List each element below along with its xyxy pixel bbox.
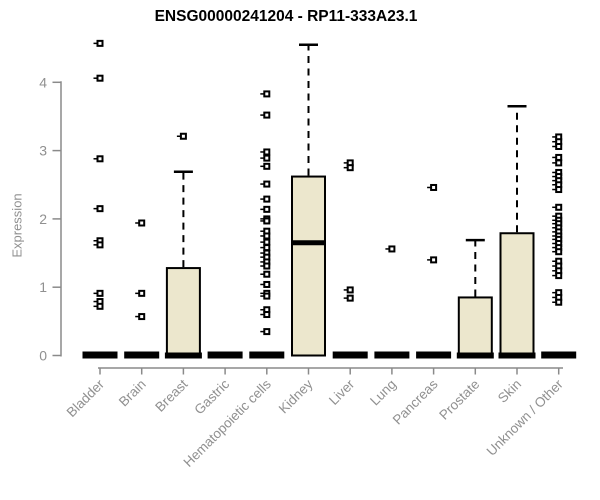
y-tick-label: 4	[39, 74, 47, 90]
outlier-point	[263, 90, 271, 98]
outlier-point	[388, 245, 396, 253]
outlier-point	[138, 219, 146, 227]
outlier-point	[263, 111, 271, 119]
category-label: Prostate	[436, 377, 482, 423]
outlier-point	[555, 153, 563, 161]
zero-bar	[124, 351, 160, 359]
zero-bar	[416, 351, 452, 359]
y-tick-label: 2	[39, 211, 47, 227]
outlier-point	[138, 313, 146, 321]
outlier-point	[96, 155, 104, 163]
y-tick-label: 0	[39, 348, 47, 364]
outlier-point	[555, 272, 563, 280]
zero-bar	[374, 351, 410, 359]
zero-bar	[207, 351, 243, 359]
outlier-point	[263, 270, 271, 278]
chart-title: ENSG00000241204 - RP11-333A23.1	[154, 8, 418, 25]
outlier-point	[96, 241, 104, 249]
zero-bar	[541, 351, 577, 359]
outlier-point	[555, 143, 563, 151]
box	[165, 267, 201, 357]
category-label: Kidney	[276, 376, 316, 416]
outlier-point	[96, 289, 104, 297]
outlier-point	[263, 195, 271, 203]
outlier-point	[263, 238, 271, 246]
outlier-point	[346, 286, 354, 294]
outlier-point	[346, 294, 354, 302]
y-tick-label: 1	[39, 279, 47, 295]
outlier-point	[96, 74, 104, 82]
category-label: Unknown / Other	[484, 376, 567, 459]
outlier-point	[263, 262, 271, 270]
zero-bar	[249, 351, 285, 359]
outlier-point	[555, 203, 563, 211]
outlier-point	[263, 180, 271, 188]
outlier-point	[263, 328, 271, 336]
outlier-point	[346, 164, 354, 172]
category-label: Lung	[367, 377, 399, 409]
outlier-point	[430, 183, 438, 191]
category-label: Bladder	[64, 376, 108, 420]
category-label: Skin	[495, 377, 524, 406]
outlier-point	[263, 148, 271, 156]
outlier-point	[263, 232, 271, 240]
outlier-point	[555, 159, 563, 167]
zero-bar	[332, 351, 368, 359]
outlier-point	[555, 298, 563, 306]
category-label: Pancreas	[390, 376, 441, 427]
box	[457, 296, 493, 357]
y-tick-label: 3	[39, 143, 47, 159]
outlier-point	[96, 39, 104, 47]
outlier-point	[263, 311, 271, 319]
outlier-point	[263, 292, 271, 300]
zero-bar	[82, 351, 118, 359]
category-label: Gastric	[191, 376, 232, 417]
outlier-point	[263, 162, 271, 170]
outlier-point	[263, 205, 271, 213]
outlier-point	[138, 289, 146, 297]
category-label: Breast	[152, 376, 190, 414]
outlier-point	[555, 186, 563, 194]
outlier-point	[263, 280, 271, 288]
outlier-point	[96, 205, 104, 213]
box	[291, 175, 326, 357]
outlier-point	[555, 248, 563, 256]
outlier-point	[179, 132, 187, 140]
outlier-point	[263, 244, 271, 252]
box	[499, 232, 535, 357]
outlier-point	[430, 256, 438, 264]
outlier-point	[263, 154, 271, 162]
outlier-point	[263, 217, 271, 225]
category-label: Brain	[116, 377, 149, 410]
outlier-point	[96, 302, 104, 310]
category-label: Liver	[326, 376, 358, 408]
